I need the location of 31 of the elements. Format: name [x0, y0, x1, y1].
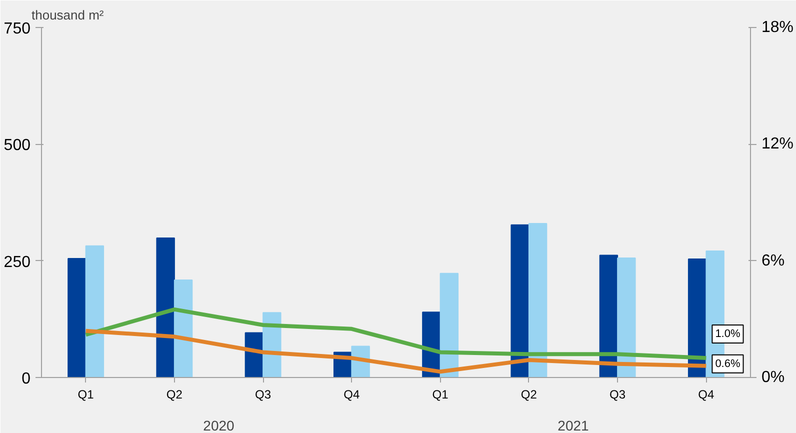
x-tick-label: Q3 — [610, 388, 626, 402]
x-tick-label: Q1 — [432, 388, 449, 402]
y2-tick-label: 12% — [762, 136, 794, 153]
y-tick-label: 250 — [4, 254, 31, 271]
bar — [528, 223, 548, 378]
bar — [156, 237, 175, 378]
x-tick-label: Q1 — [78, 388, 94, 402]
bar — [440, 272, 459, 378]
x-tick-label: Q2 — [166, 388, 183, 402]
text: 2021 — [558, 418, 590, 433]
bar — [85, 245, 104, 378]
y-tick-label: 0 — [22, 370, 31, 388]
bar — [68, 258, 86, 378]
data-label: 1.0% — [715, 328, 740, 340]
bar — [510, 224, 530, 378]
y2-tick-label: 18% — [762, 19, 794, 36]
x-tick-label: Q4 — [344, 388, 360, 402]
bar — [174, 279, 193, 378]
y-tick-label: 500 — [4, 137, 31, 154]
x-tick-label: Q3 — [255, 388, 272, 402]
y-axis-title: thousand m² — [32, 8, 104, 22]
line-series — [84, 328, 708, 374]
y2-tick-label: 6% — [762, 252, 785, 270]
line-series — [84, 307, 708, 360]
data-label: 0.6% — [715, 358, 740, 370]
x-tick-label: Q2 — [520, 388, 538, 402]
text: 2020 — [203, 418, 235, 433]
y-tick-label: 750 — [4, 20, 31, 38]
x-tick-label: Q4 — [698, 388, 715, 402]
bar — [617, 258, 636, 378]
y2-tick-label: 0% — [762, 369, 785, 386]
